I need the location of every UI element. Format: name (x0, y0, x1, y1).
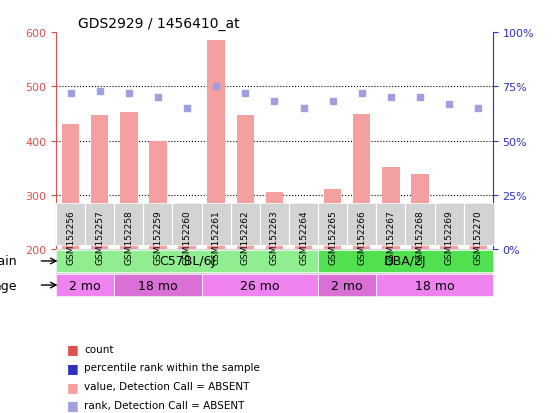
FancyBboxPatch shape (376, 275, 493, 296)
FancyBboxPatch shape (56, 275, 114, 296)
Text: GSM152266: GSM152266 (357, 210, 366, 265)
Text: GSM152263: GSM152263 (270, 210, 279, 265)
Text: GSM152258: GSM152258 (124, 210, 133, 265)
Text: GSM152261: GSM152261 (212, 210, 221, 265)
Text: C57BL/6J: C57BL/6J (159, 255, 215, 268)
Text: GSM152256: GSM152256 (66, 210, 75, 265)
Bar (120, 112, 138, 249)
Bar (295, 214, 312, 249)
FancyBboxPatch shape (114, 275, 202, 296)
Text: GSM152262: GSM152262 (241, 210, 250, 265)
Text: 2 mo: 2 mo (69, 279, 101, 292)
Bar (382, 167, 400, 249)
Text: GSM152270: GSM152270 (474, 210, 483, 265)
Text: GSM152267: GSM152267 (386, 210, 395, 265)
Text: GSM152265: GSM152265 (328, 210, 337, 265)
Text: 2 mo: 2 mo (332, 279, 363, 292)
Bar (353, 115, 371, 249)
Text: ■: ■ (67, 361, 79, 374)
FancyBboxPatch shape (318, 275, 376, 296)
Bar (324, 190, 342, 249)
FancyBboxPatch shape (202, 275, 318, 296)
Text: strain: strain (0, 255, 17, 268)
Text: DBA/2J: DBA/2J (384, 255, 427, 268)
Text: ■: ■ (67, 398, 79, 411)
Text: age: age (0, 279, 17, 292)
Bar (207, 41, 225, 249)
Bar (62, 125, 80, 249)
Text: GDS2929 / 1456410_at: GDS2929 / 1456410_at (78, 17, 240, 31)
FancyBboxPatch shape (318, 251, 493, 272)
Text: 18 mo: 18 mo (415, 279, 454, 292)
Text: 18 mo: 18 mo (138, 279, 178, 292)
Bar (178, 229, 196, 249)
Bar (149, 141, 167, 249)
Bar (91, 116, 109, 249)
Text: rank, Detection Call = ABSENT: rank, Detection Call = ABSENT (84, 400, 244, 410)
Bar (236, 116, 254, 249)
Text: GSM152264: GSM152264 (299, 210, 308, 265)
Text: GSM152269: GSM152269 (445, 210, 454, 265)
Text: 26 mo: 26 mo (240, 279, 279, 292)
FancyBboxPatch shape (56, 251, 318, 272)
Bar (469, 214, 487, 249)
Text: percentile rank within the sample: percentile rank within the sample (84, 363, 260, 373)
Bar (411, 175, 429, 249)
Text: count: count (84, 344, 114, 354)
Text: GSM152257: GSM152257 (95, 210, 104, 265)
Bar (265, 192, 283, 249)
Text: ■: ■ (67, 342, 79, 356)
Text: GSM152259: GSM152259 (153, 210, 162, 265)
Text: GSM152268: GSM152268 (416, 210, 424, 265)
Text: ■: ■ (67, 380, 79, 393)
Text: value, Detection Call = ABSENT: value, Detection Call = ABSENT (84, 381, 249, 391)
Text: GSM152260: GSM152260 (183, 210, 192, 265)
Bar (440, 210, 458, 249)
